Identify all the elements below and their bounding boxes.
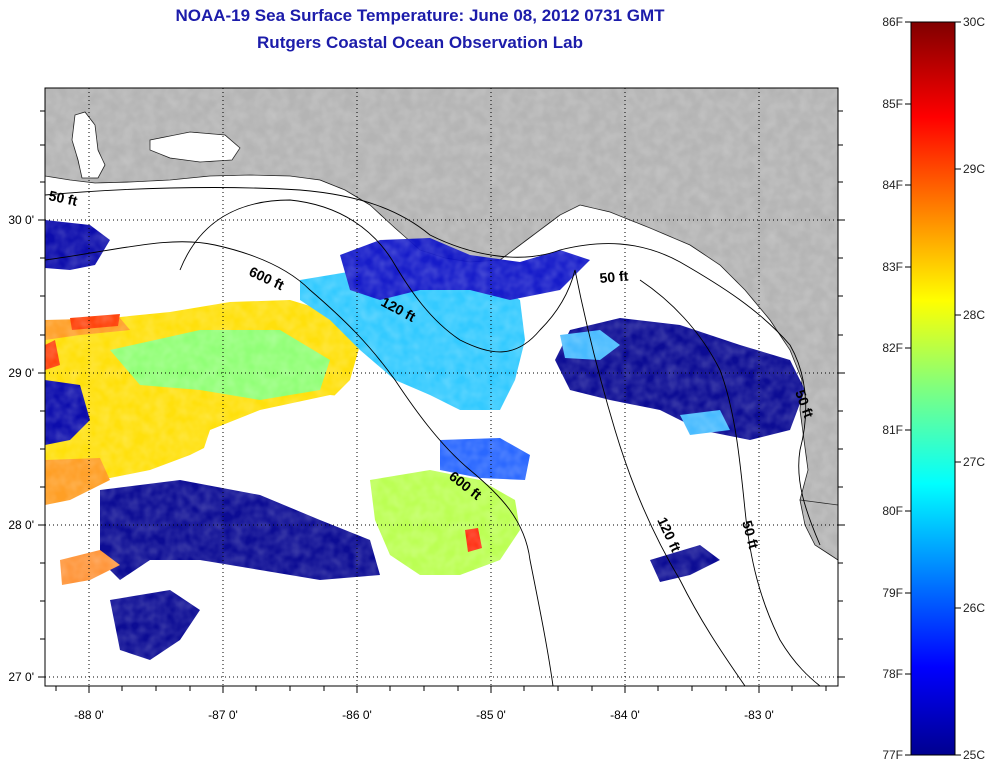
lon-tick-label: -85 0'	[476, 708, 506, 722]
lat-tick-label: 28 0'	[8, 518, 34, 532]
map-title: NOAA-19 Sea Surface Temperature: June 08…	[175, 6, 665, 25]
map-subtitle: Rutgers Coastal Ocean Observation Lab	[257, 33, 583, 52]
graticule	[45, 88, 838, 686]
contour-label: 50 ft	[47, 187, 79, 209]
bathymetry-contours	[45, 187, 821, 686]
contour-label: 50 ft	[739, 519, 762, 551]
colorbar-f-label: 84F	[882, 178, 903, 192]
colorbar	[910, 21, 956, 756]
colorbar-c-label: 29C	[963, 162, 985, 176]
contour-120ft	[179, 199, 746, 686]
lon-tick-label: -88 0'	[74, 708, 104, 722]
colorbar-f-label: 77F	[882, 748, 903, 762]
contour-label: 50 ft	[599, 268, 629, 286]
lon-tick-label: -86 0'	[342, 708, 372, 722]
axis-ticks	[38, 110, 845, 693]
lon-tick-label: -87 0'	[208, 708, 238, 722]
cloud-gap	[200, 395, 410, 475]
contour-50ft-west	[45, 187, 821, 546]
colorbar-f-label: 79F	[882, 586, 903, 600]
lon-tick-label: -84 0'	[610, 708, 640, 722]
sst-swath	[45, 88, 838, 686]
colorbar-c-label: 27C	[963, 455, 985, 469]
colorbar-c-label: 28C	[963, 308, 985, 322]
lat-tick-label: 30 0'	[8, 213, 34, 227]
colorbar-c-label: 25C	[963, 748, 985, 762]
contour-600ft	[45, 241, 554, 686]
contour-50ft-east	[639, 279, 821, 686]
colorbar-c-label: 30C	[963, 15, 985, 29]
lon-tick-label: -83 0'	[744, 708, 774, 722]
colorbar-f-label: 78F	[882, 667, 903, 681]
colorbar-ticks	[905, 21, 961, 756]
colorbar-f-label: 83F	[882, 260, 903, 274]
colorbar-f-label: 81F	[882, 423, 903, 437]
colorbar-c-label: 26C	[963, 601, 985, 615]
colorbar-f-label: 86F	[882, 15, 903, 29]
colorbar-f-label: 80F	[882, 504, 903, 518]
lat-tick-label: 27 0'	[8, 670, 34, 684]
colorbar-f-label: 82F	[882, 341, 903, 355]
lat-tick-label: 29 0'	[8, 366, 34, 380]
colorbar-f-label: 85F	[882, 97, 903, 111]
plot-frame	[44, 87, 839, 687]
